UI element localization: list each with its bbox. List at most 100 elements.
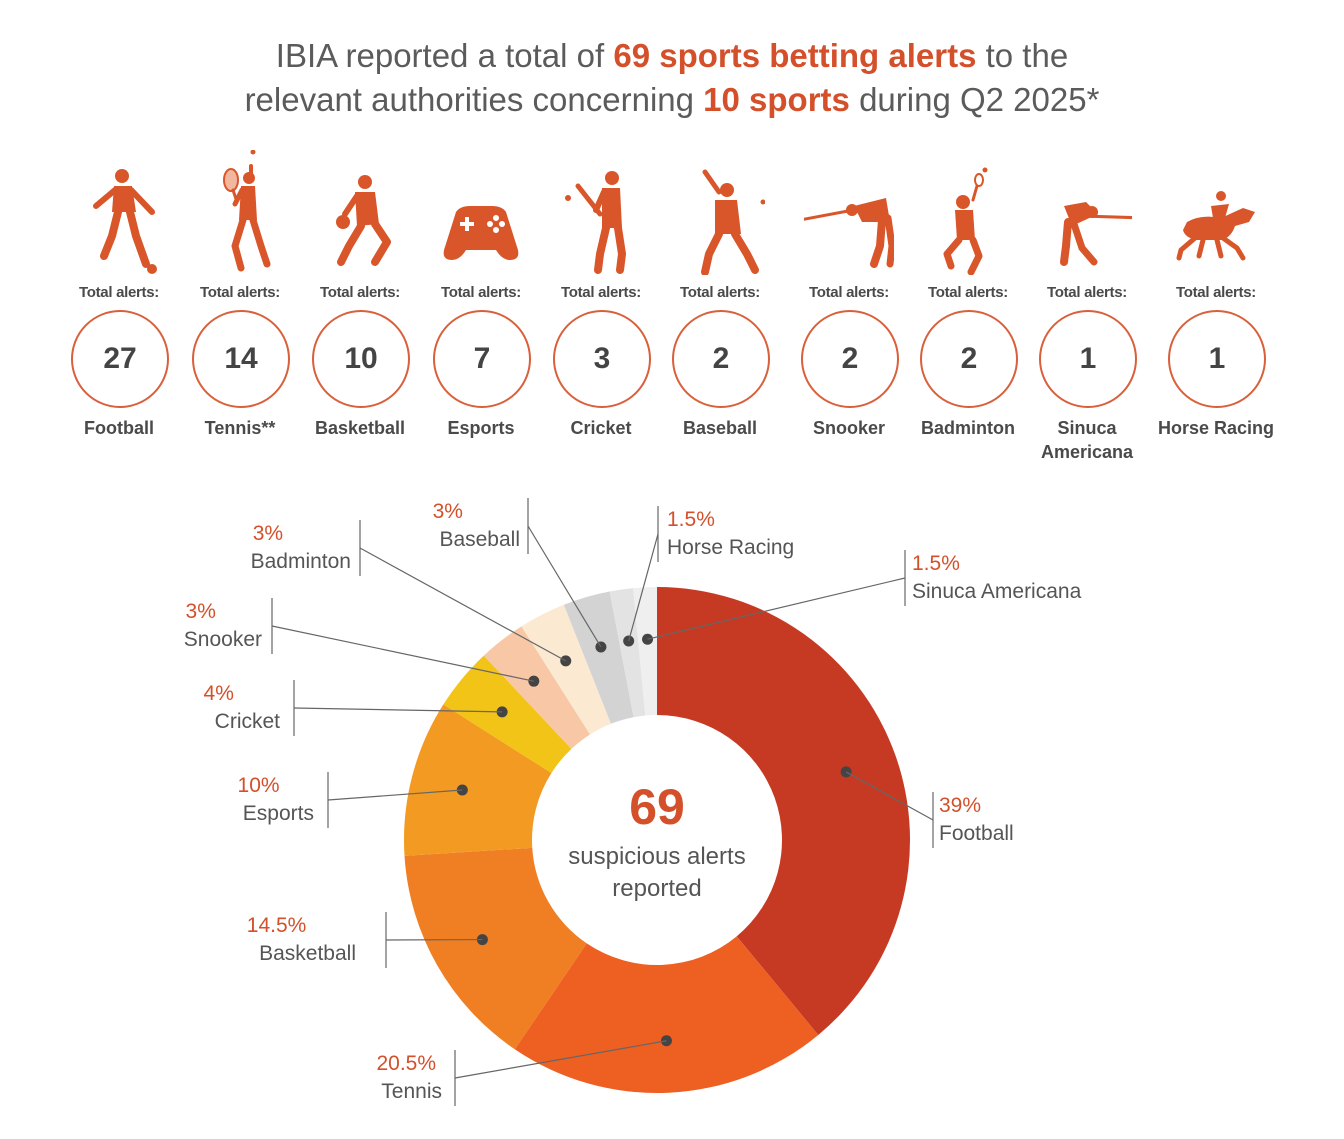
pool-player-icon (1060, 202, 1132, 266)
alert-count-circle: 14 (192, 310, 290, 408)
sport-name: Horse Racing (1157, 418, 1275, 438)
donut-center: 69 suspicious alerts reported (568, 779, 745, 902)
total-alerts-label: Total alerts: (440, 284, 521, 301)
total-alerts-label: Total alerts: (1046, 284, 1127, 301)
slice-label-tennis: Tennis (381, 1080, 442, 1103)
leader-line-tennis (454, 1040, 667, 1079)
alert-count-circle: 3 (553, 310, 651, 408)
slice-percent-badminton: 3% (253, 522, 283, 545)
leader-line-sinuca-americana (647, 577, 906, 640)
sport-name: Basketball (314, 418, 406, 438)
leader-line-snooker (271, 625, 534, 682)
alert-count-circle: 1 (1168, 310, 1266, 408)
slice-percent-esports: 10% (238, 774, 280, 797)
sport-card-horse-racing: Total alerts: 1 Horse Racing (1157, 150, 1275, 480)
slice-label-cricket: Cricket (215, 710, 281, 733)
slice-percent-football: 39% (939, 794, 981, 817)
total-alerts-label: Total alerts: (927, 284, 1008, 301)
donut-center-value: 69 (629, 779, 685, 835)
slice-label-baseball: Baseball (439, 528, 520, 551)
sport-name: Tennis** (204, 418, 276, 438)
gamepad-icon (443, 206, 519, 260)
headline: IBIA reported a total of 69 sports betti… (0, 34, 1344, 122)
total-alerts-label: Total alerts: (78, 284, 159, 301)
donut-callouts: 39% Football 20.5% Tennis 14.5% Basketball 10%… (184, 498, 1082, 1106)
badminton-player-icon (943, 167, 988, 275)
sport-name: Sinuca Americana (1040, 418, 1134, 462)
basketball-player-icon (336, 175, 391, 266)
alert-count-circle: 7 (433, 310, 531, 408)
sport-card-cricket: Total alerts: 3 Cricket (542, 150, 660, 480)
leader-line-baseball (527, 525, 602, 648)
snooker-player-icon (804, 198, 894, 268)
football-player-icon (93, 169, 157, 274)
sport-name: Snooker (812, 418, 886, 438)
leader-line-football (845, 771, 934, 821)
sport-card-football: Total alerts: 27 Football (60, 150, 178, 480)
donut-slice-snooker (483, 626, 591, 749)
donut-slice-football (657, 587, 911, 1035)
donut-center-text-line-2: reported (612, 875, 701, 902)
sport-name: Badminton (921, 418, 1015, 438)
slice-label-football: Football (939, 822, 1014, 845)
slice-label-sinuca-americana: Sinuca Americana (912, 580, 1082, 603)
slice-percent-cricket: 4% (204, 682, 234, 705)
alert-count-circle: 27 (71, 310, 169, 408)
total-alerts-label: Total alerts: (560, 284, 641, 301)
total-alerts-label: Total alerts: (808, 284, 889, 301)
total-alerts-label: Total alerts: (199, 284, 280, 301)
leader-line-badminton (359, 547, 567, 662)
donut-slice-cricket (443, 655, 572, 774)
leader-line-esports (327, 789, 463, 801)
donut-slice-badminton (521, 604, 611, 735)
leader-line-cricket (293, 707, 503, 713)
sport-card-basketball: Total alerts: 10 Basketball (301, 150, 419, 480)
sport-card-esports: Total alerts: 7 Esports (422, 150, 540, 480)
donut-slice-sinuca-americana (633, 587, 657, 716)
sport-card-tennis: Total alerts: 14 Tennis** (181, 150, 299, 480)
donut-slice-esports (404, 704, 552, 856)
donut-slices (404, 587, 911, 1093)
donut-slice-horse-racing (609, 588, 646, 718)
headline-text-3: relevant authorities concerning (244, 81, 704, 118)
slice-percent-baseball: 3% (433, 500, 463, 523)
sport-card-baseball: Total alerts: 2 Baseball (661, 150, 779, 480)
horse-racing-icon (1176, 191, 1255, 261)
total-alerts-label: Total alerts: (319, 284, 400, 301)
slice-label-horse-racing: Horse Racing (667, 536, 794, 559)
slice-label-badminton: Badminton (251, 550, 351, 573)
sport-card-badminton: Total alerts: 2 Badminton (909, 150, 1027, 480)
alert-count-circle: 1 (1039, 310, 1137, 408)
sport-name: Baseball (682, 418, 758, 438)
slice-label-snooker: Snooker (184, 628, 262, 651)
tennis-player-icon (223, 150, 271, 272)
slice-percent-basketball: 14.5% (247, 914, 307, 937)
headline-highlight-sports: 10 sports (703, 81, 850, 118)
alert-count-circle: 2 (801, 310, 899, 408)
headline-highlight-alerts: 69 sports betting alerts (613, 37, 977, 74)
slice-percent-tennis: 20.5% (376, 1052, 436, 1075)
alert-count-circle: 10 (312, 310, 410, 408)
total-alerts-label: Total alerts: (679, 284, 760, 301)
donut-slice-basketball (404, 847, 587, 1050)
alert-count-circle: 2 (920, 310, 1018, 408)
donut-slice-baseball (563, 591, 634, 724)
sport-name: Football (84, 418, 154, 438)
sport-card-snooker: Total alerts: 2 Snooker (790, 150, 908, 480)
total-alerts-label: Total alerts: (1175, 284, 1256, 301)
donut-center-text-line-1: suspicious alerts (568, 843, 745, 870)
leader-line-horse-racing (628, 533, 659, 642)
sport-name: Cricket (570, 418, 632, 438)
cricket-player-icon (565, 171, 626, 274)
baseball-player-icon (701, 169, 765, 275)
alert-count-circle: 2 (672, 310, 770, 408)
slice-percent-horse-racing: 1.5% (667, 508, 715, 531)
headline-text-1: IBIA reported a total of (275, 37, 614, 74)
slice-label-basketball: Basketball (259, 942, 356, 965)
sport-card-sinuca-americana: Total alerts: 1 Sinuca Americana (1028, 150, 1146, 480)
headline-text-2: to the (976, 37, 1069, 74)
slice-percent-sinuca-americana: 1.5% (912, 552, 960, 575)
sport-name: Esports (447, 418, 515, 438)
slice-label-esports: Esports (243, 802, 314, 825)
